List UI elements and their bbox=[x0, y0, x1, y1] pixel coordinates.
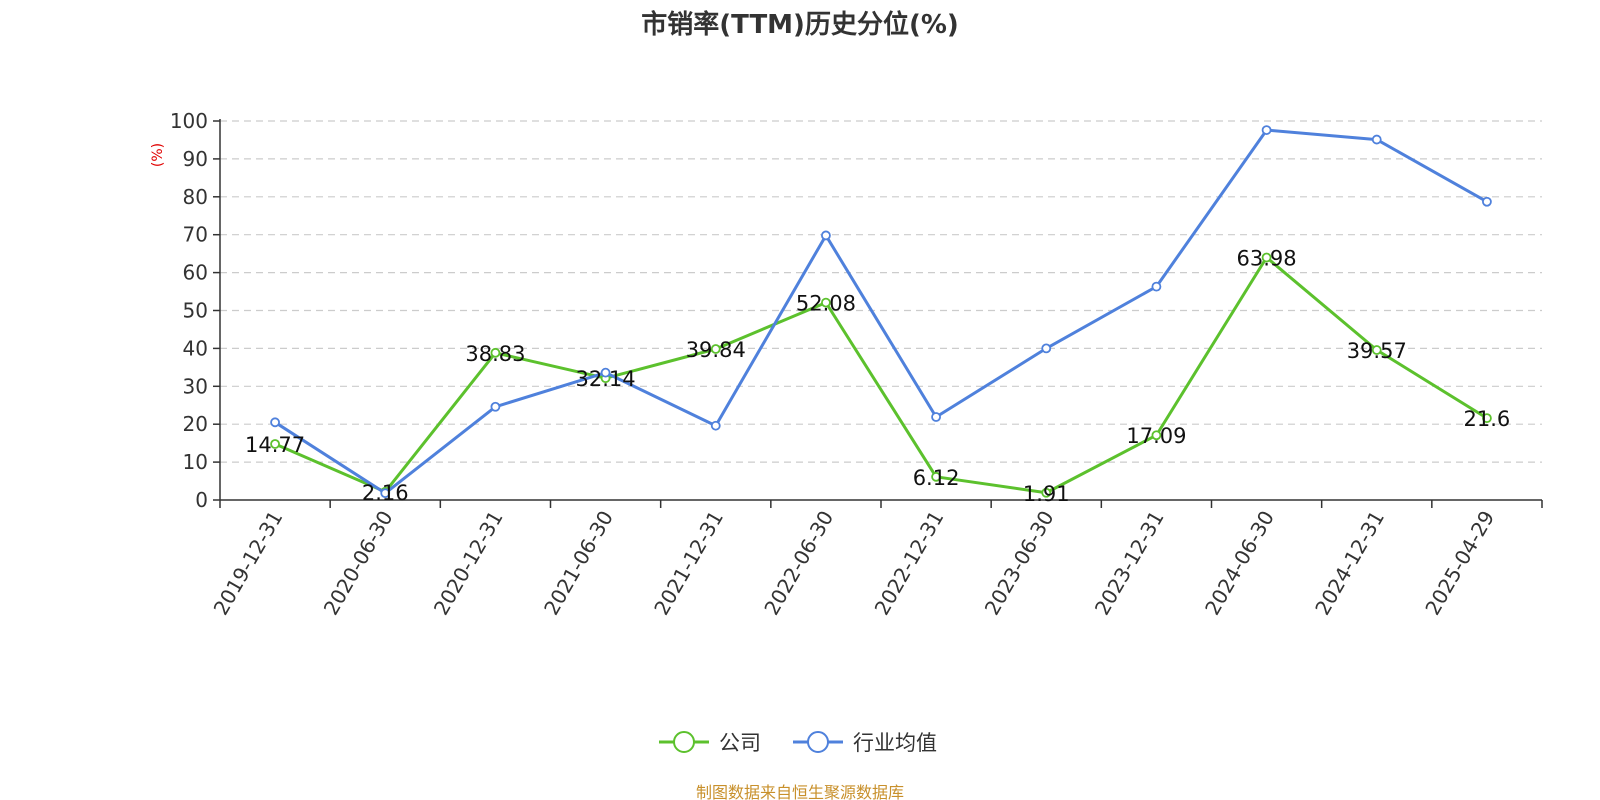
x-tick-label: 2024-12-31 bbox=[1310, 507, 1389, 620]
data-point[interactable] bbox=[1482, 196, 1492, 207]
legend-marker bbox=[673, 731, 695, 753]
data-point[interactable] bbox=[1371, 134, 1382, 145]
x-tick-label: 2020-06-30 bbox=[319, 507, 398, 620]
data-point[interactable] bbox=[1261, 252, 1272, 263]
data-label: 32.14 bbox=[576, 367, 636, 391]
series-0 bbox=[270, 252, 1492, 498]
data-label: 52.08 bbox=[796, 292, 856, 316]
x-tick-label: 2021-12-31 bbox=[649, 507, 728, 620]
data-label-layer: 14.77 2.16 38.83 32.14 39.84 52.08 6.12 1.91 17.… bbox=[245, 247, 1510, 506]
series-layer bbox=[270, 125, 1492, 499]
data-point[interactable] bbox=[1041, 343, 1052, 354]
data-label: 39.57 bbox=[1347, 339, 1407, 363]
data-label: 1.91 bbox=[1023, 482, 1070, 506]
x-tick-label: 2020-12-31 bbox=[429, 507, 508, 620]
y-tick-label: 60 bbox=[183, 261, 208, 285]
x-tick-label: 2019-12-31 bbox=[209, 507, 288, 620]
data-point[interactable] bbox=[270, 417, 280, 428]
legend-label: 公司 bbox=[719, 731, 761, 755]
y-tick-label: 80 bbox=[183, 185, 208, 209]
data-label: 14.77 bbox=[245, 433, 305, 457]
data-label: 17.09 bbox=[1126, 424, 1186, 448]
x-tick-label: 2023-12-31 bbox=[1090, 507, 1169, 620]
x-tick-label: 2025-04-29 bbox=[1420, 507, 1499, 620]
axis-layer: 0 10 20 30 40 50 60 70 80 90 100 2019-12-31 2020-06-… bbox=[170, 109, 1543, 620]
data-point[interactable] bbox=[1371, 345, 1382, 355]
data-label: 63.98 bbox=[1237, 247, 1297, 271]
grid-layer bbox=[220, 120, 1542, 463]
data-point[interactable] bbox=[710, 344, 721, 354]
data-point[interactable] bbox=[821, 297, 831, 308]
y-axis-label: (%) bbox=[150, 143, 166, 167]
legend-item-0[interactable]: 公司 bbox=[659, 731, 761, 755]
data-label: 38.83 bbox=[465, 342, 525, 366]
x-tick-label: 2021-06-30 bbox=[539, 507, 618, 620]
data-point[interactable] bbox=[1482, 413, 1492, 424]
y-tick-label: 30 bbox=[183, 374, 208, 398]
data-point[interactable] bbox=[931, 471, 941, 482]
legend-item-1[interactable]: 行业均值 bbox=[793, 731, 937, 755]
x-tick-label: 2022-06-30 bbox=[759, 507, 838, 620]
y-tick-label: 50 bbox=[183, 299, 208, 323]
data-point[interactable] bbox=[270, 439, 280, 449]
series-line-1 bbox=[274, 128, 1488, 495]
data-point[interactable] bbox=[600, 367, 611, 378]
legend-marker bbox=[807, 731, 829, 753]
y-tick-label: 70 bbox=[183, 223, 208, 247]
legend[interactable]: 公司 行业均值 bbox=[659, 731, 937, 755]
source-note: 制图数据来自恒生聚源数据库 bbox=[696, 783, 904, 800]
chart-title: 市销率(TTM)历史分位(%) bbox=[641, 9, 959, 40]
y-tick-label: 90 bbox=[183, 147, 208, 171]
data-point[interactable] bbox=[1151, 281, 1162, 292]
data-point[interactable] bbox=[1261, 125, 1272, 135]
legend-label: 行业均值 bbox=[853, 731, 937, 755]
data-point[interactable] bbox=[490, 401, 501, 412]
data-label: 21.6 bbox=[1464, 407, 1511, 431]
series-line-0 bbox=[274, 256, 1488, 495]
data-point[interactable] bbox=[1151, 430, 1162, 441]
data-point[interactable] bbox=[710, 420, 721, 431]
data-label: 6.12 bbox=[913, 466, 960, 490]
data-label: 2.16 bbox=[362, 481, 409, 505]
data-point[interactable] bbox=[380, 488, 391, 499]
data-point[interactable] bbox=[1041, 487, 1052, 498]
y-tick-label: 0 bbox=[195, 488, 208, 512]
x-tick-label: 2023-06-30 bbox=[980, 507, 1059, 620]
x-tick-label: 2024-06-30 bbox=[1200, 507, 1279, 620]
data-point[interactable] bbox=[931, 412, 941, 422]
x-tick-label: 2022-12-31 bbox=[870, 507, 949, 620]
data-point[interactable] bbox=[490, 347, 501, 358]
data-label: 39.84 bbox=[686, 338, 746, 362]
data-point[interactable] bbox=[821, 230, 831, 241]
y-tick-label: 10 bbox=[183, 450, 208, 474]
y-tick-label: 100 bbox=[170, 109, 208, 133]
y-tick-label: 20 bbox=[183, 412, 208, 436]
y-tick-label: 40 bbox=[183, 336, 208, 360]
series-1 bbox=[270, 125, 1492, 499]
